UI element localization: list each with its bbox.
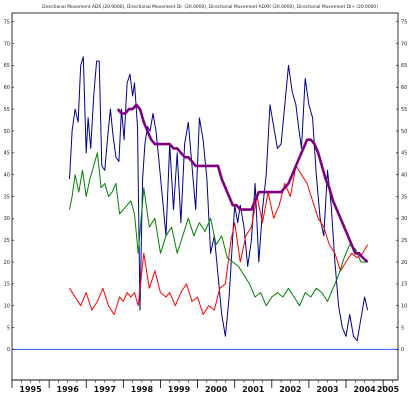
y-tick-label-right: 65 [401,63,407,69]
y-tick-label-right: 0 [401,347,404,353]
series-line-2 [69,165,369,315]
y-tick-label-left: 15 [4,282,10,288]
y-tick-label-right: 75 [401,20,407,26]
y-tick-label-right: 15 [401,282,407,288]
y-tick-label-right: 50 [401,129,407,135]
y-axis-left: 0 5 10 15 20 25 30 35 40 45 50 55 60 65 70 75 [4,20,14,353]
y-tick-label-right: 55 [401,107,407,113]
y-tick-label-right: 35 [401,194,407,200]
y-tick-label-left: 50 [4,129,10,135]
x-tick-label: 2001 [242,385,265,394]
y-tick-label-left: 35 [4,194,10,200]
y-tick-label-right: 60 [401,85,407,91]
y-tick-label-left: 65 [4,63,10,69]
y-tick-label-left: 20 [4,260,10,266]
chart-title: Directional Movement ADX (20.0000), Dire… [42,4,378,10]
x-axis: 1995 1996 1997 1998 1999 2000 2001 2002 2003 2004… [11,380,400,394]
x-tick-label: 2003 [316,385,338,394]
y-tick-label-right: 45 [401,151,407,157]
y-tick-label-right: 20 [401,260,407,266]
y-tick-label-left: 0 [7,347,10,353]
y-tick-label-left: 40 [4,172,10,178]
x-tick-label: 2005 [377,385,400,394]
y-tick-label-right: 70 [401,41,407,47]
y-tick-label-right: 5 [401,325,404,331]
y-tick-label-left: 25 [4,238,10,244]
y-tick-label-left: 75 [4,20,10,26]
x-tick-label: 1997 [94,385,116,394]
y-axis-right: 0 5 10 15 20 25 30 35 40 45 50 55 60 65 70 75 [396,20,407,353]
y-tick-label-right: 10 [401,304,407,310]
y-tick-label-left: 45 [4,151,10,157]
series-line-3 [69,152,368,307]
series-line-4 [116,103,369,263]
y-tick-label-right: 30 [401,216,407,222]
x-tick-label: 2000 [205,385,228,394]
y-tick-label-left: 55 [4,107,10,113]
x-tick-label: 1995 [19,385,42,394]
y-tick-label-left: 10 [4,304,10,310]
y-tick-label-right: 40 [401,172,407,178]
x-tick-label: 2004 [353,385,376,394]
y-tick-label-left: 5 [7,325,10,331]
y-tick-label-left: 60 [4,85,10,91]
series-line-1 [69,56,369,342]
series-layer [69,56,369,342]
y-tick-label-left: 30 [4,216,10,222]
x-tick-label: 1996 [57,385,80,394]
x-tick-label: 1998 [131,385,154,394]
y-tick-label-right: 25 [401,238,407,244]
y-tick-label-left: 70 [4,41,10,47]
x-tick-label: 1999 [168,385,191,394]
x-tick-label: 2002 [279,385,301,394]
